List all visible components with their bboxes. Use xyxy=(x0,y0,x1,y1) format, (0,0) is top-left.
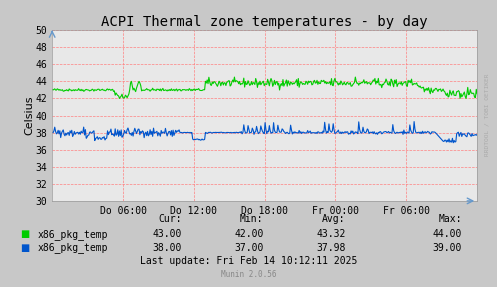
Text: Munin 2.0.56: Munin 2.0.56 xyxy=(221,270,276,279)
Text: RRDTOOL / TOBI OETIKER: RRDTOOL / TOBI OETIKER xyxy=(485,73,490,156)
Text: 37.98: 37.98 xyxy=(316,243,345,253)
Text: Last update: Fri Feb 14 10:12:11 2025: Last update: Fri Feb 14 10:12:11 2025 xyxy=(140,256,357,266)
Text: 43.00: 43.00 xyxy=(152,229,181,239)
Text: Min:: Min: xyxy=(240,214,263,224)
Text: Avg:: Avg: xyxy=(322,214,345,224)
Text: 42.00: 42.00 xyxy=(234,229,263,239)
Text: ■: ■ xyxy=(20,243,29,253)
Text: 38.00: 38.00 xyxy=(152,243,181,253)
Text: Max:: Max: xyxy=(439,214,462,224)
Title: ACPI Thermal zone temperatures - by day: ACPI Thermal zone temperatures - by day xyxy=(101,15,428,29)
Text: x86_pkg_temp: x86_pkg_temp xyxy=(37,243,108,253)
Text: ■: ■ xyxy=(20,229,29,239)
Text: Cur:: Cur: xyxy=(158,214,181,224)
Text: 39.00: 39.00 xyxy=(433,243,462,253)
Text: 43.32: 43.32 xyxy=(316,229,345,239)
Y-axis label: Celsius: Celsius xyxy=(24,96,34,135)
Text: 37.00: 37.00 xyxy=(234,243,263,253)
Text: x86_pkg_temp: x86_pkg_temp xyxy=(37,229,108,240)
Text: 44.00: 44.00 xyxy=(433,229,462,239)
